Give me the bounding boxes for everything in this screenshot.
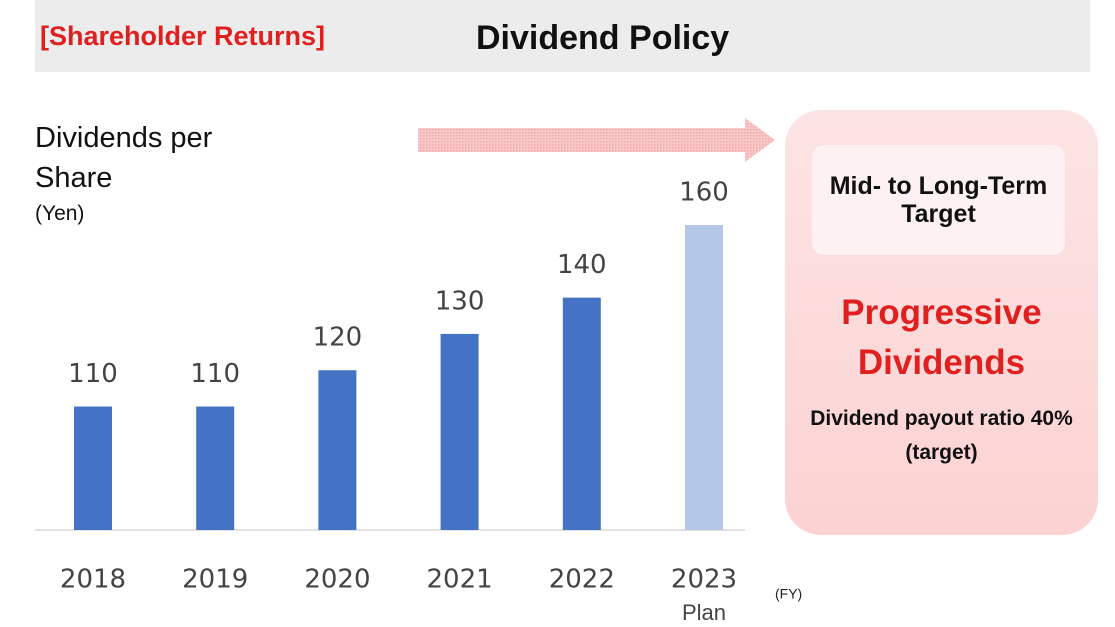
y-axis-unit: (Yen) bbox=[35, 202, 85, 225]
value-label: 110 bbox=[190, 359, 240, 389]
chart-title: Dividend Policy bbox=[476, 19, 729, 57]
bar bbox=[74, 406, 112, 530]
value-label: 110 bbox=[68, 359, 118, 389]
x-tick-label: 2022 bbox=[549, 565, 615, 595]
x-unit: (FY) bbox=[775, 586, 802, 602]
x-tick-sublabel: Plan bbox=[682, 600, 726, 625]
bar bbox=[318, 370, 357, 530]
bar bbox=[440, 333, 479, 530]
value-label: 130 bbox=[435, 286, 485, 316]
bar bbox=[562, 297, 601, 530]
section-label: [Shareholder Returns] bbox=[40, 21, 325, 51]
x-tick-label: 2020 bbox=[304, 565, 370, 595]
x-tick-label: 2023 bbox=[671, 565, 737, 595]
target-heading: Mid- to Long-Term Target bbox=[829, 172, 1048, 228]
value-label: 160 bbox=[679, 178, 729, 208]
value-label: 140 bbox=[557, 250, 607, 280]
bar bbox=[196, 406, 235, 530]
target-heading-box bbox=[812, 145, 1065, 255]
x-tick-label: 2018 bbox=[60, 565, 126, 595]
arrow bbox=[418, 118, 775, 162]
bar bbox=[685, 225, 723, 530]
target-policy: Progressive Dividends bbox=[841, 293, 1042, 382]
value-label: 120 bbox=[313, 323, 363, 353]
target-detail: Dividend payout ratio 40% (target) bbox=[810, 407, 1073, 464]
header-band bbox=[35, 0, 1090, 72]
y-axis-label: Dividends per Share bbox=[35, 122, 213, 194]
x-tick-label: 2021 bbox=[427, 565, 493, 595]
x-tick-label: 2019 bbox=[182, 565, 248, 595]
